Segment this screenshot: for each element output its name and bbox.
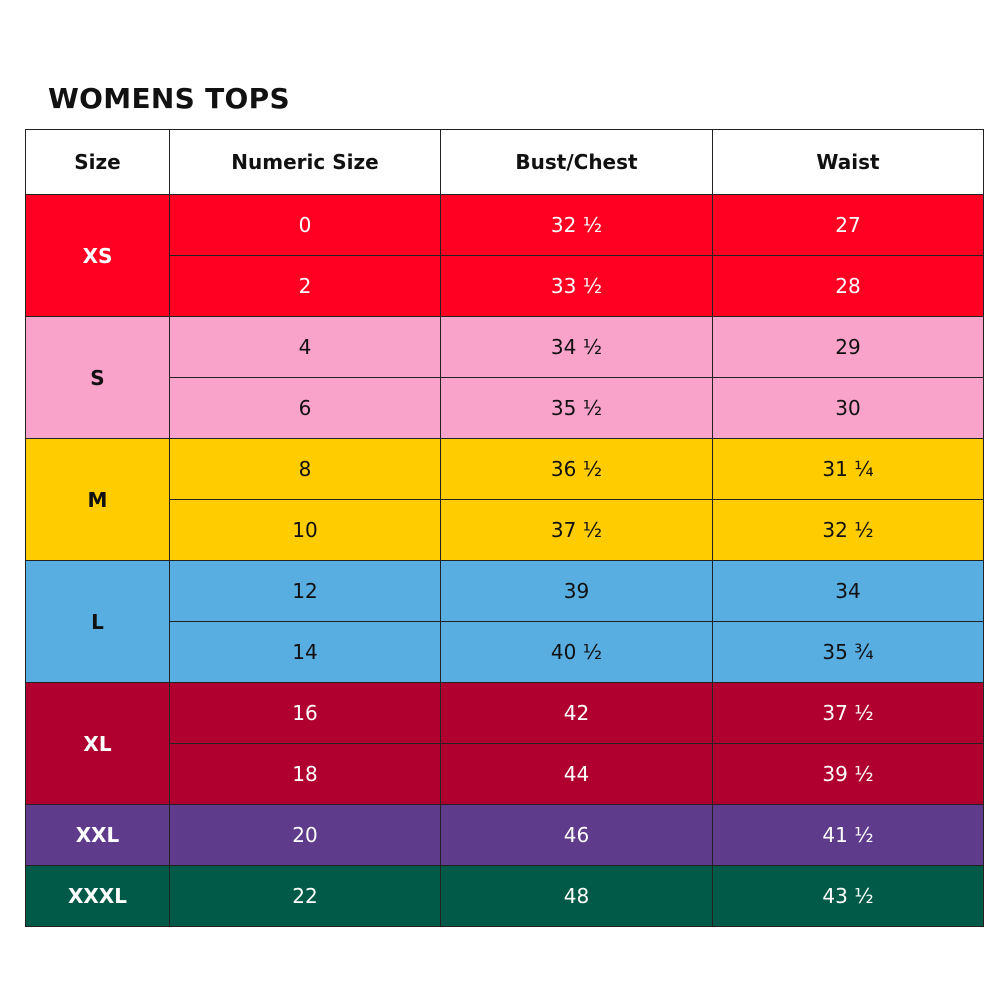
column-header: Waist	[712, 129, 984, 195]
table-row: XL 16 42 37 ½	[25, 682, 984, 805]
table-cell: 30	[712, 377, 984, 439]
table-cell: 20	[169, 804, 441, 866]
table-row: 10 37 ½ 32 ½	[25, 499, 984, 561]
table-cell: 34	[712, 560, 984, 622]
table-cell: 8	[169, 438, 441, 500]
table-cell: 40 ½	[440, 621, 713, 683]
table-cell: 22	[169, 865, 441, 927]
table-row: M 8 36 ½ 31 ¼	[25, 438, 984, 561]
size-label: L	[25, 560, 170, 683]
table-cell: 2	[169, 255, 441, 317]
size-label: XS	[25, 194, 170, 317]
table-cell: 39	[440, 560, 713, 622]
column-header: Bust/Chest	[440, 129, 713, 195]
table-row: 6 35 ½ 30	[25, 377, 984, 439]
table-cell: 44	[440, 743, 713, 805]
table-row: 14 40 ½ 35 ¾	[25, 621, 984, 683]
table-cell: 6	[169, 377, 441, 439]
table-row: XXXL 22 48 43 ½	[25, 865, 984, 927]
table-body: XS 0 32 ½ 27 2 33 ½ 28 S 4 34 ½ 29 6 35 ½ 30 M 8 36 ½ 31 …	[25, 194, 984, 927]
table-cell: 39 ½	[712, 743, 984, 805]
table-row: S 4 34 ½ 29	[25, 316, 984, 439]
table-row: 18 44 39 ½	[25, 743, 984, 805]
table-cell: 14	[169, 621, 441, 683]
table-cell: 12	[169, 560, 441, 622]
table-cell: 32 ½	[712, 499, 984, 561]
table-cell: 36 ½	[440, 438, 713, 500]
table-cell: 27	[712, 194, 984, 256]
table-cell: 33 ½	[440, 255, 713, 317]
table-row: 2 33 ½ 28	[25, 255, 984, 317]
table-cell: 16	[169, 682, 441, 744]
table-row: XXL 20 46 41 ½	[25, 804, 984, 866]
table-cell: 35 ½	[440, 377, 713, 439]
size-label: XXL	[25, 804, 170, 866]
table-cell: 28	[712, 255, 984, 317]
header-row: Size Numeric Size Bust/Chest Waist	[25, 129, 984, 195]
table-cell: 0	[169, 194, 441, 256]
table-cell: 18	[169, 743, 441, 805]
table-cell: 41 ½	[712, 804, 984, 866]
table-cell: 34 ½	[440, 316, 713, 378]
table-cell: 46	[440, 804, 713, 866]
table-row: L 12 39 34	[25, 560, 984, 683]
table-cell: 31 ¼	[712, 438, 984, 500]
table-row: XS 0 32 ½ 27	[25, 194, 984, 317]
size-label: M	[25, 438, 170, 561]
table-cell: 42	[440, 682, 713, 744]
table-cell: 37 ½	[440, 499, 713, 561]
table-cell: 43 ½	[712, 865, 984, 927]
table-cell: 10	[169, 499, 441, 561]
column-header: Numeric Size	[169, 129, 441, 195]
title: WOMENS TOPS	[48, 82, 290, 115]
table-cell: 29	[712, 316, 984, 378]
size-label: XXXL	[25, 865, 170, 927]
table-cell: 48	[440, 865, 713, 927]
table-cell: 4	[169, 316, 441, 378]
size-label: S	[25, 316, 170, 439]
column-header: Size	[25, 129, 170, 195]
size-label: XL	[25, 682, 170, 805]
table-cell: 32 ½	[440, 194, 713, 256]
table-cell: 37 ½	[712, 682, 984, 744]
table-cell: 35 ¾	[712, 621, 984, 683]
